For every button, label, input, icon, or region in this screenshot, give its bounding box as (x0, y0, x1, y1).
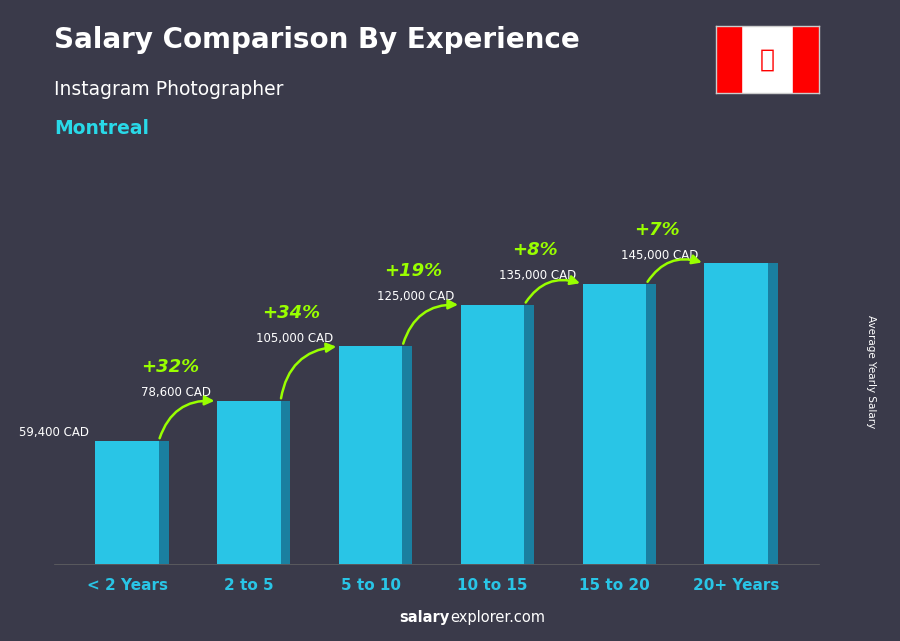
Polygon shape (281, 401, 291, 564)
Bar (95, 441, 158, 564)
Bar (339, 346, 402, 564)
Bar (793, 26, 819, 93)
Text: +7%: +7% (634, 221, 680, 238)
Text: +8%: +8% (512, 242, 558, 260)
Text: 🍁: 🍁 (760, 47, 775, 71)
Polygon shape (524, 305, 534, 564)
Text: 125,000 CAD: 125,000 CAD (377, 290, 454, 303)
Text: Average Yearly Salary: Average Yearly Salary (866, 315, 877, 428)
Text: Instagram Photographer: Instagram Photographer (54, 80, 284, 99)
Bar (461, 305, 524, 564)
Polygon shape (646, 284, 656, 564)
Text: 135,000 CAD: 135,000 CAD (500, 269, 577, 282)
Polygon shape (768, 263, 778, 564)
Text: +34%: +34% (263, 304, 320, 322)
Bar (582, 284, 646, 564)
Text: +32%: +32% (140, 358, 199, 376)
Text: Montreal: Montreal (54, 119, 149, 138)
Text: 145,000 CAD: 145,000 CAD (621, 249, 698, 262)
Text: 78,600 CAD: 78,600 CAD (141, 387, 212, 399)
Text: salary: salary (400, 610, 450, 625)
Bar (716, 26, 742, 93)
Polygon shape (402, 346, 412, 564)
Text: explorer.com: explorer.com (450, 610, 545, 625)
Text: +19%: +19% (384, 262, 443, 280)
Polygon shape (158, 441, 168, 564)
Text: Salary Comparison By Experience: Salary Comparison By Experience (54, 26, 580, 54)
Text: 105,000 CAD: 105,000 CAD (256, 331, 333, 345)
Text: 59,400 CAD: 59,400 CAD (19, 426, 89, 439)
Bar (217, 401, 281, 564)
Bar (705, 263, 768, 564)
